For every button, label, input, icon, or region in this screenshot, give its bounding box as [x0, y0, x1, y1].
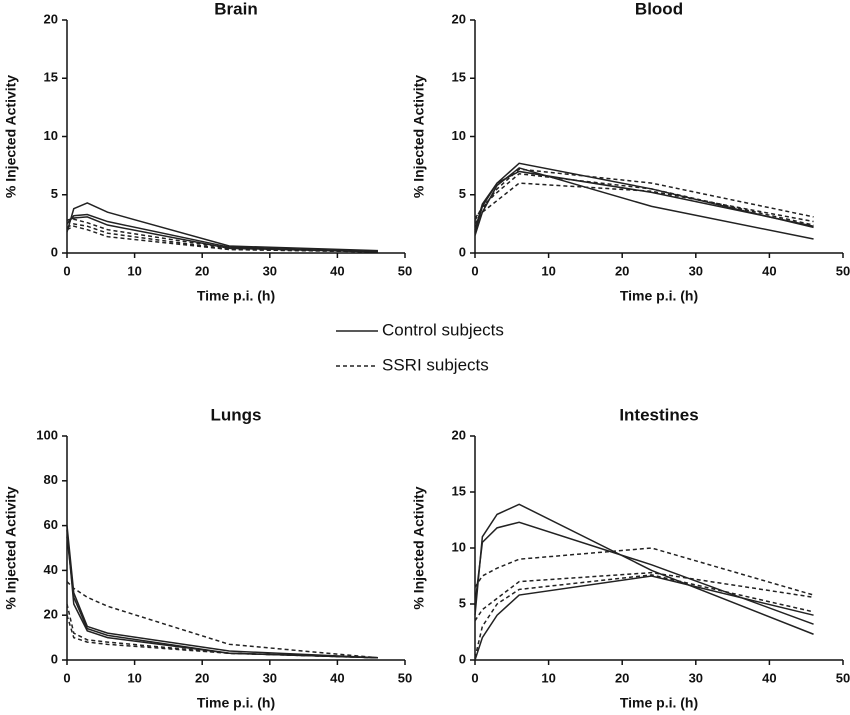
x-tick-label: 40 [330, 670, 344, 685]
x-tick-label: 10 [541, 263, 555, 278]
x-tick-label: 20 [195, 670, 209, 685]
y-tick-label: 10 [452, 539, 466, 554]
chart-title: Intestines [619, 405, 698, 424]
chart-title: Lungs [211, 405, 262, 424]
x-tick-label: 0 [471, 263, 478, 278]
y-tick-label: 0 [51, 651, 58, 666]
y-tick-label: 100 [36, 427, 58, 442]
legend-label: SSRI subjects [382, 355, 489, 374]
x-tick-label: 10 [127, 263, 141, 278]
x-tick-label: 40 [762, 670, 776, 685]
data-line [66, 530, 378, 659]
y-tick-label: 15 [452, 483, 466, 498]
data-line [474, 574, 814, 658]
y-tick-label: 0 [459, 651, 466, 666]
y-tick-label: 15 [44, 70, 58, 85]
y-tick-label: 20 [452, 427, 466, 442]
x-tick-label: 40 [330, 263, 344, 278]
x-tick-label: 20 [615, 263, 629, 278]
chart-title: Brain [214, 0, 257, 18]
x-axis-label: Time p.i. (h) [197, 695, 275, 711]
y-tick-label: 60 [44, 517, 58, 532]
data-line [66, 614, 378, 659]
y-tick-label: 20 [452, 11, 466, 26]
data-line [474, 168, 814, 219]
data-line [474, 162, 814, 233]
y-axis-label: % Injected Activity [411, 486, 427, 609]
data-line [66, 202, 378, 252]
x-axis-label: Time p.i. (h) [197, 288, 275, 304]
x-tick-label: 50 [398, 263, 412, 278]
data-line [474, 182, 814, 225]
y-tick-label: 5 [51, 186, 58, 201]
x-tick-label: 30 [263, 263, 277, 278]
x-tick-label: 20 [195, 263, 209, 278]
y-tick-label: 0 [459, 244, 466, 259]
x-tick-label: 30 [263, 670, 277, 685]
data-line [474, 170, 814, 230]
data-line [66, 225, 378, 253]
data-line [474, 521, 814, 625]
legend-label: Control subjects [382, 320, 504, 339]
y-tick-label: 40 [44, 562, 58, 577]
chart-title: Blood [635, 0, 683, 18]
y-axis-label: % Injected Activity [411, 75, 427, 198]
data-line [66, 218, 378, 253]
x-tick-label: 30 [689, 263, 703, 278]
x-tick-label: 10 [541, 670, 555, 685]
x-tick-label: 30 [689, 670, 703, 685]
x-tick-label: 20 [615, 670, 629, 685]
x-tick-label: 0 [63, 263, 70, 278]
y-axis-label: % Injected Activity [3, 486, 19, 609]
y-tick-label: 20 [44, 11, 58, 26]
x-tick-label: 40 [762, 263, 776, 278]
data-line [474, 571, 814, 622]
x-tick-label: 50 [398, 670, 412, 685]
y-tick-label: 80 [44, 472, 58, 487]
x-tick-label: 0 [471, 670, 478, 685]
y-tick-label: 20 [44, 607, 58, 622]
y-tick-label: 15 [452, 70, 466, 85]
data-line [66, 213, 378, 253]
y-tick-label: 10 [44, 128, 58, 143]
y-tick-label: 10 [452, 128, 466, 143]
x-tick-label: 0 [63, 670, 70, 685]
x-axis-label: Time p.i. (h) [620, 695, 698, 711]
x-axis-label: Time p.i. (h) [620, 288, 698, 304]
x-tick-label: 50 [836, 263, 850, 278]
x-tick-label: 50 [836, 670, 850, 685]
data-line [474, 172, 814, 226]
x-tick-label: 10 [127, 670, 141, 685]
y-tick-label: 0 [51, 244, 58, 259]
data-line [66, 536, 378, 659]
data-line [474, 575, 814, 661]
y-axis-label: % Injected Activity [3, 75, 19, 198]
y-tick-label: 5 [459, 595, 466, 610]
data-line [474, 167, 814, 240]
data-line [66, 581, 379, 659]
y-tick-label: 5 [459, 186, 466, 201]
